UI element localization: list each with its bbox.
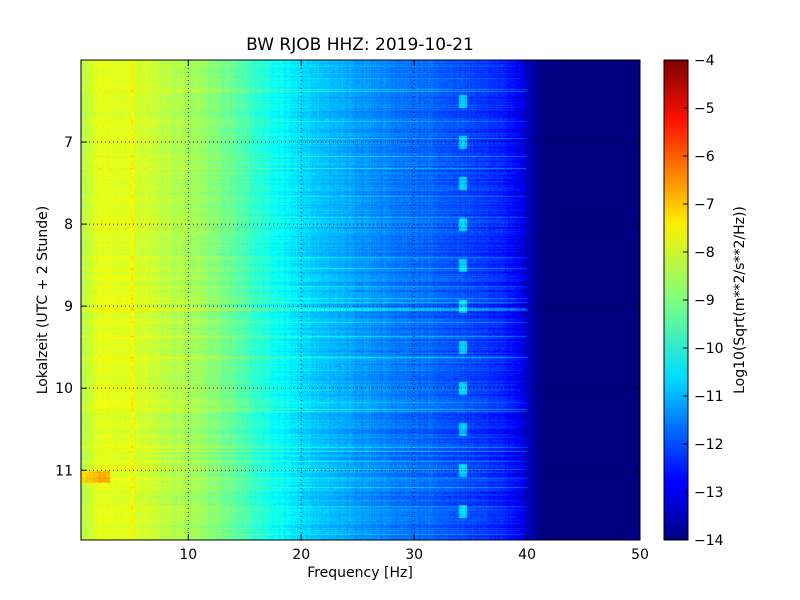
y-tick-label: 8 [64, 217, 73, 233]
chart-title: BW RJOB HHZ: 2019-10-21 [246, 35, 474, 55]
x-tick-label: 50 [631, 547, 649, 563]
y-axis-label: Lokalzeit (UTC + 2 Stunde) [35, 206, 51, 395]
colorbar-tick-label: −5 [694, 101, 715, 117]
y-tick-label: 11 [55, 463, 73, 479]
colorbar-tick-label: −11 [694, 389, 724, 405]
colorbar [663, 59, 689, 541]
colorbar-tick-label: −6 [694, 149, 715, 165]
colorbar-ticks: −4 −5 −6 −7 −8 −9 −10 −11 −12 −13 −14 [683, 53, 724, 549]
colorbar-tick-label: −8 [694, 245, 715, 261]
plot-frame [80, 59, 641, 541]
spectrogram-heatmap [81, 60, 640, 540]
colorbar-tick-label: −4 [694, 53, 715, 69]
y-tick-label: 10 [55, 381, 73, 397]
colorbar-tick-label: −7 [694, 197, 715, 213]
x-tick-label: 20 [292, 547, 310, 563]
colorbar-label: Log10(Sqrt(m**2/s**2/Hz)) [732, 206, 748, 394]
y-tick-label: 7 [64, 135, 73, 151]
colorbar-tick-label: −12 [694, 437, 724, 453]
x-tick-label: 10 [179, 547, 197, 563]
x-tick-label: 30 [405, 547, 423, 563]
y-axis-ticks: 7 8 9 10 11 [55, 135, 640, 479]
colorbar-tick-label: −14 [694, 533, 724, 549]
x-axis-ticks: 10 20 30 40 50 [179, 60, 649, 563]
x-axis-label: Frequency [Hz] [307, 565, 413, 581]
y-tick-label: 9 [64, 299, 73, 315]
colorbar-tick-label: −13 [694, 485, 724, 501]
x-tick-label: 40 [518, 547, 536, 563]
colorbar-tick-label: −9 [694, 293, 715, 309]
colorbar-tick-label: −10 [694, 341, 724, 357]
grid-lines [81, 60, 640, 540]
